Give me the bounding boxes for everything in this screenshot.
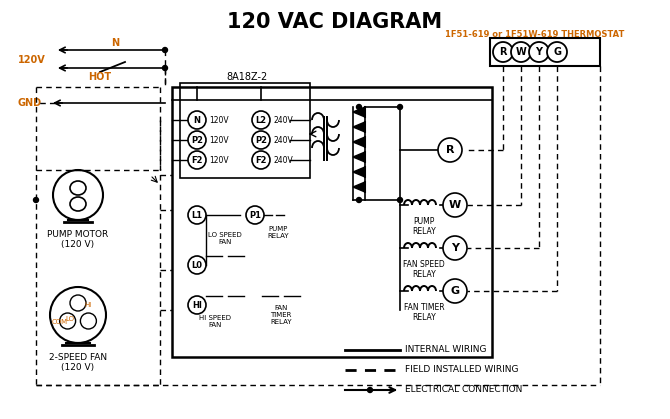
Bar xyxy=(172,87,492,357)
Text: R: R xyxy=(499,47,507,57)
Text: FIELD INSTALLED WIRING: FIELD INSTALLED WIRING xyxy=(405,365,519,375)
Text: FAN SPEED
RELAY: FAN SPEED RELAY xyxy=(403,260,445,279)
Text: Y: Y xyxy=(535,47,543,57)
Circle shape xyxy=(252,111,270,129)
Polygon shape xyxy=(353,137,365,147)
Bar xyxy=(490,38,600,66)
Text: 240V: 240V xyxy=(273,155,293,165)
Circle shape xyxy=(34,197,38,202)
Text: F2: F2 xyxy=(191,155,203,165)
Circle shape xyxy=(163,65,168,70)
Circle shape xyxy=(188,296,206,314)
Circle shape xyxy=(443,193,467,217)
Circle shape xyxy=(188,206,206,224)
Text: HI SPEED
FAN: HI SPEED FAN xyxy=(199,315,231,328)
Circle shape xyxy=(368,388,373,393)
Text: G: G xyxy=(450,286,460,296)
Circle shape xyxy=(356,104,362,109)
Polygon shape xyxy=(353,167,365,177)
Circle shape xyxy=(188,256,206,274)
Text: 120V: 120V xyxy=(18,55,46,65)
Circle shape xyxy=(511,42,531,62)
Text: PUMP
RELAY: PUMP RELAY xyxy=(412,217,436,236)
Circle shape xyxy=(443,236,467,260)
Circle shape xyxy=(252,151,270,169)
Text: P1: P1 xyxy=(249,210,261,220)
Text: P2: P2 xyxy=(255,135,267,145)
Circle shape xyxy=(397,197,403,202)
Text: HI: HI xyxy=(192,300,202,310)
Text: 240V: 240V xyxy=(273,116,293,124)
Text: ELECTRICAL CONNECTION: ELECTRICAL CONNECTION xyxy=(405,385,523,395)
Text: W: W xyxy=(516,47,527,57)
Circle shape xyxy=(188,131,206,149)
Circle shape xyxy=(163,47,168,52)
Text: G: G xyxy=(553,47,561,57)
Text: F2: F2 xyxy=(255,155,267,165)
Circle shape xyxy=(547,42,567,62)
Text: N: N xyxy=(194,116,200,124)
Text: Y: Y xyxy=(451,243,459,253)
Text: 120V: 120V xyxy=(209,116,228,124)
Text: 120V: 120V xyxy=(209,135,228,145)
Text: L2: L2 xyxy=(255,116,267,124)
Text: W: W xyxy=(449,200,461,210)
Polygon shape xyxy=(353,182,365,192)
Polygon shape xyxy=(353,107,365,117)
Text: GND: GND xyxy=(18,98,42,108)
Text: L1: L1 xyxy=(192,210,202,220)
Text: PUMP MOTOR
(120 V): PUMP MOTOR (120 V) xyxy=(48,230,109,249)
Text: P2: P2 xyxy=(191,135,203,145)
Circle shape xyxy=(188,151,206,169)
Text: 1F51-619 or 1F51W-619 THERMOSTAT: 1F51-619 or 1F51W-619 THERMOSTAT xyxy=(446,30,624,39)
Polygon shape xyxy=(353,122,365,132)
Text: R: R xyxy=(446,145,454,155)
Circle shape xyxy=(397,104,403,109)
Text: FAN
TIMER
RELAY: FAN TIMER RELAY xyxy=(270,305,292,325)
Text: L0: L0 xyxy=(192,261,202,269)
Text: HOT: HOT xyxy=(88,72,112,82)
Circle shape xyxy=(443,279,467,303)
Circle shape xyxy=(246,206,264,224)
Text: 2-SPEED FAN
(120 V): 2-SPEED FAN (120 V) xyxy=(49,353,107,372)
Text: INTERNAL WIRING: INTERNAL WIRING xyxy=(405,346,486,354)
Text: 240V: 240V xyxy=(273,135,293,145)
Text: 120 VAC DIAGRAM: 120 VAC DIAGRAM xyxy=(227,12,443,32)
Text: N: N xyxy=(111,38,119,48)
Text: 120V: 120V xyxy=(209,155,228,165)
Bar xyxy=(180,83,310,178)
Text: PUMP
RELAY: PUMP RELAY xyxy=(267,226,289,239)
Text: HI: HI xyxy=(84,302,91,308)
Circle shape xyxy=(188,111,206,129)
Text: COM: COM xyxy=(52,319,68,325)
Circle shape xyxy=(438,138,462,162)
Text: LO: LO xyxy=(65,316,74,322)
Circle shape xyxy=(493,42,513,62)
Text: 8A18Z-2: 8A18Z-2 xyxy=(226,72,267,82)
Text: FAN TIMER
RELAY: FAN TIMER RELAY xyxy=(404,303,444,322)
Circle shape xyxy=(356,197,362,202)
Circle shape xyxy=(529,42,549,62)
Text: LO SPEED
FAN: LO SPEED FAN xyxy=(208,232,242,245)
Circle shape xyxy=(252,131,270,149)
Polygon shape xyxy=(353,152,365,162)
